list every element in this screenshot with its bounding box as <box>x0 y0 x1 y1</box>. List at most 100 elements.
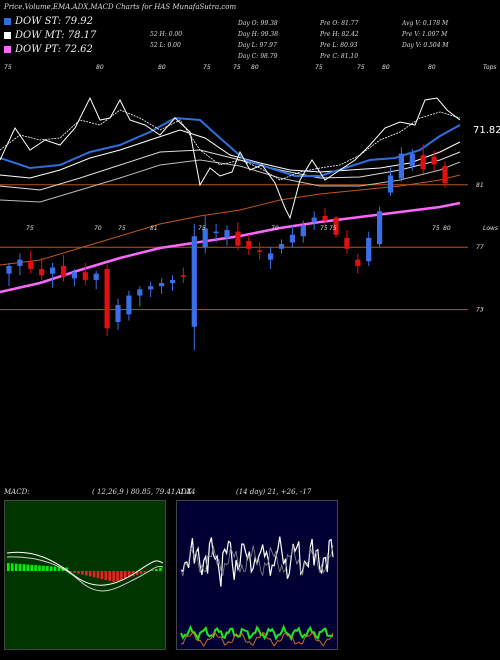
macd-chart <box>6 551 164 592</box>
macd-bar <box>65 567 69 571</box>
macd-bar <box>92 571 96 578</box>
legend-label-dow-st: DOW ST: 79.92 <box>15 16 94 27</box>
macd-bar <box>155 569 158 571</box>
candle <box>17 259 23 266</box>
ema-short-line <box>0 116 461 177</box>
candle <box>82 272 88 280</box>
stat-day-close: Day C: 98.79 <box>238 53 278 60</box>
macd-bar <box>116 571 119 581</box>
legend-swatch-dow-mt <box>4 32 11 39</box>
macd-bar <box>104 571 108 580</box>
candle <box>224 230 230 238</box>
macd-bar <box>10 563 14 571</box>
top-axis-label: 75 <box>233 64 241 71</box>
macd-bar <box>131 571 135 577</box>
macd-bar <box>96 571 100 579</box>
macd-panel <box>4 500 166 650</box>
candle <box>431 156 437 165</box>
price-level-label: 81 <box>476 182 484 189</box>
candle <box>322 216 328 221</box>
candle <box>289 234 295 243</box>
macd-bar <box>7 563 10 571</box>
stat-day-volume: Day V: 0.504 M <box>402 42 449 49</box>
macd-values: ( 12,26,9 ) 80.85, 79.41, 1.44 <box>92 488 196 496</box>
candle <box>398 153 404 179</box>
lower-axis-label: 80 <box>443 225 451 232</box>
candle <box>344 237 350 249</box>
candle <box>300 225 306 237</box>
macd-bar <box>139 571 143 574</box>
stat-avg-volume: Avg V: 0.178 M <box>402 20 449 27</box>
macd-bar <box>14 563 18 571</box>
candle <box>420 155 426 170</box>
stat-prev-high: Pre H: 82.42 <box>320 31 359 38</box>
top-axis-label: 75 <box>4 64 12 71</box>
stats-day: Day O: 99.38 Day H: 99.38 Day L: 97.97 D… <box>238 18 278 62</box>
price-close-line <box>0 96 461 220</box>
legend-swatch-dow-pt <box>4 46 11 53</box>
macd-bar <box>112 571 115 582</box>
macd-label: MACD: <box>4 488 30 496</box>
lower-axis-label: 75 <box>26 225 34 232</box>
minus-di-line <box>180 631 334 647</box>
legend-label-dow-pt: DOW PT: 72.62 <box>15 44 93 55</box>
candle <box>235 231 241 246</box>
adx-line <box>180 536 334 587</box>
candle <box>366 237 372 262</box>
top-axis-label: 75 <box>315 64 323 71</box>
lower-axis-label: 75 <box>432 225 440 232</box>
macd-signal-line <box>6 556 164 592</box>
candle <box>387 175 394 193</box>
ema-mid-line <box>0 129 461 179</box>
price-level-label: 73 <box>476 307 484 314</box>
legend-swatch-dow-st <box>4 18 11 25</box>
macd-bar <box>34 565 37 571</box>
candle <box>311 217 317 223</box>
adx-line-shadow <box>180 545 334 577</box>
price-dotted-line <box>0 109 461 181</box>
candle <box>104 269 110 329</box>
macd-bar <box>18 563 22 571</box>
candle <box>137 289 143 296</box>
macd-bar <box>108 571 111 581</box>
lower-axis-label: 75 <box>118 225 126 232</box>
stat-prev-close: Pre C: 81.10 <box>320 53 359 60</box>
stat-day-low: Day L: 97.97 <box>238 42 277 49</box>
stat-day-open: Day O: 99.38 <box>238 20 278 27</box>
stat-52l: 52 L: 0.00 <box>150 42 181 49</box>
lower-axis-label: Lows <box>483 225 498 232</box>
top-axis-label: 80 <box>251 64 259 71</box>
macd-bar <box>135 571 139 575</box>
price-level-lines <box>0 184 468 311</box>
macd-bar <box>88 571 92 577</box>
stat-prev-volume: Pre V: 1.097 M <box>402 31 448 38</box>
legend-dow-pt: DOW PT: 72.62 <box>4 44 93 55</box>
top-axis-label: 80 <box>96 64 104 71</box>
ema-lines <box>0 96 461 294</box>
stats-prev: Pre O: 81.77 Pre H: 82.42 Pre L: 80.93 P… <box>320 18 359 62</box>
page-title: Price,Volume,EMA,ADX,MACD Charts for HAS… <box>4 3 237 11</box>
macd-bar <box>26 564 30 571</box>
macd-bar <box>49 566 53 571</box>
candle <box>93 273 99 280</box>
top-axis-label: 80 <box>158 64 166 71</box>
candle <box>377 211 383 245</box>
stat-prev-low: Pre L: 80.93 <box>320 42 358 49</box>
stats-52week: 52 H: 0.00 52 L: 0.00 <box>150 29 182 51</box>
macd-bar <box>124 571 127 579</box>
candle <box>213 231 219 234</box>
adx-chart <box>180 536 334 647</box>
stat-day-high: Day H: 99.38 <box>238 31 279 38</box>
candle <box>169 279 176 284</box>
top-axis-label: 80 <box>382 64 390 71</box>
adx-values: (14 day) 21, +26, -17 <box>236 488 312 496</box>
macd-bar <box>30 564 33 571</box>
candle <box>442 166 448 184</box>
ema-mid-line-3 <box>0 159 461 203</box>
current-price-label: 71.82 <box>473 125 500 136</box>
lower-axis-label: 75 <box>198 225 206 232</box>
price-level-label: 77 <box>476 244 484 251</box>
macd-histogram <box>7 563 162 582</box>
candle <box>355 259 361 266</box>
